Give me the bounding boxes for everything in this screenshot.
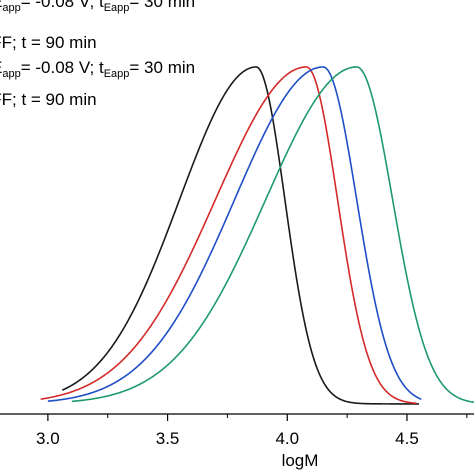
legend-entry-4-prefix: OFF [0,90,12,109]
x-tick-label: 4.0 [275,429,299,448]
legend-entry-3-sub: Eapp [103,68,130,80]
legend-entry-1-sub: Eapp [103,2,130,14]
legend-entry-3-prefix: E [0,58,2,77]
legend-entry-1: Eapp= -0.08 V; tEapp= 30 min [0,0,196,14]
series-line-3 [47,66,422,402]
legend-entry-4: OFF; t = 90 min [0,90,97,110]
legend-entry-3: Eapp= -0.08 V; tEapp= 30 min [0,58,196,80]
series-line-4 [71,66,474,404]
legend-entry-1-prefix: E [0,0,2,11]
legend-entry-2-prefix: OFF [0,33,12,52]
x-axis-label: logM [282,451,319,470]
x-tick-label: 3.0 [36,429,60,448]
legend-entry-1-prefix-sub: app [2,2,21,14]
x-tick-label: 3.5 [156,429,180,448]
legend-entry-3-text1: = -0.08 V; t [20,58,104,77]
legend-entry-1-text2: = 30 min [129,0,196,11]
x-tick-label: 4.5 [395,429,419,448]
legend-entry-1-text1: = -0.08 V; t [20,0,104,11]
legend-entry-3-prefix-sub: app [2,68,21,80]
legend-entry-4-text1: ; t = 90 min [12,90,97,109]
legend-entry-3-text2: = 30 min [129,58,196,77]
legend-entry-2: OFF; t = 90 min [0,33,97,53]
legend-entry-2-text1: ; t = 90 min [12,33,97,52]
series-line-2 [40,66,417,405]
series-line-1 [61,66,419,405]
